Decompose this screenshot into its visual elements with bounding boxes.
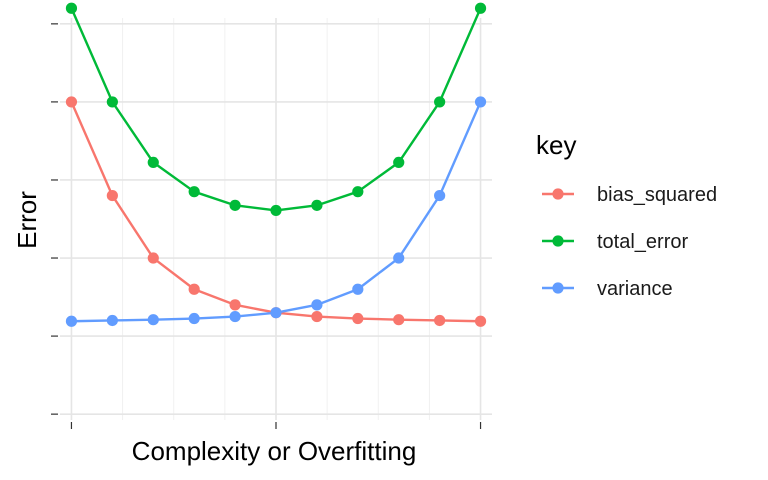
- data-point-total_error: [352, 186, 364, 198]
- data-point-bias_squared: [474, 315, 487, 327]
- data-point-total_error: [147, 156, 159, 169]
- data-point-variance: [434, 189, 446, 202]
- data-point-variance: [147, 314, 159, 326]
- data-point-bias_squared: [106, 189, 118, 202]
- minor-gridlines: [122, 18, 430, 420]
- y-axis-title: Error: [12, 191, 42, 249]
- data-point-total_error: [434, 96, 446, 108]
- legend-label: variance: [597, 278, 673, 300]
- series-points: [65, 2, 487, 327]
- legend-label: bias_squared: [597, 184, 717, 206]
- data-point-bias_squared: [311, 310, 323, 323]
- data-point-variance: [106, 314, 118, 327]
- legend-title: key: [536, 130, 576, 160]
- legend-key-point: [552, 235, 564, 247]
- data-point-bias_squared: [393, 314, 405, 326]
- data-point-total_error: [229, 199, 241, 211]
- legend-item-total_error: total_error: [542, 231, 688, 253]
- data-point-bias_squared: [188, 283, 200, 295]
- data-point-bias_squared: [352, 312, 364, 325]
- data-point-variance: [474, 96, 487, 108]
- data-point-bias_squared: [434, 314, 446, 327]
- data-point-variance: [393, 252, 405, 264]
- x-axis-title: Complexity or Overfitting: [132, 436, 417, 466]
- legend: key bias_squared total_error variance: [536, 130, 717, 300]
- data-point-total_error: [65, 2, 78, 14]
- data-point-total_error: [474, 2, 487, 14]
- data-point-bias_squared: [65, 96, 78, 108]
- data-point-variance: [229, 310, 241, 323]
- data-point-variance: [352, 283, 364, 295]
- legend-key-point: [552, 282, 564, 294]
- data-point-variance: [65, 315, 78, 327]
- major-gridlines: [60, 18, 492, 420]
- axis-ticks: [51, 23, 482, 429]
- legend-item-variance: variance: [542, 278, 673, 300]
- data-point-total_error: [270, 204, 282, 217]
- data-point-variance: [188, 312, 200, 325]
- legend-item-bias_squared: bias_squared: [542, 184, 717, 206]
- data-point-total_error: [188, 186, 200, 198]
- data-point-variance: [311, 299, 323, 311]
- legend-items: bias_squared total_error variance: [542, 184, 717, 300]
- data-point-total_error: [106, 96, 118, 108]
- data-point-total_error: [311, 199, 323, 211]
- data-point-bias_squared: [229, 299, 241, 311]
- data-point-total_error: [393, 156, 405, 169]
- legend-label: total_error: [597, 231, 688, 253]
- data-point-variance: [270, 307, 282, 319]
- data-point-bias_squared: [147, 252, 159, 264]
- legend-key-point: [552, 188, 564, 200]
